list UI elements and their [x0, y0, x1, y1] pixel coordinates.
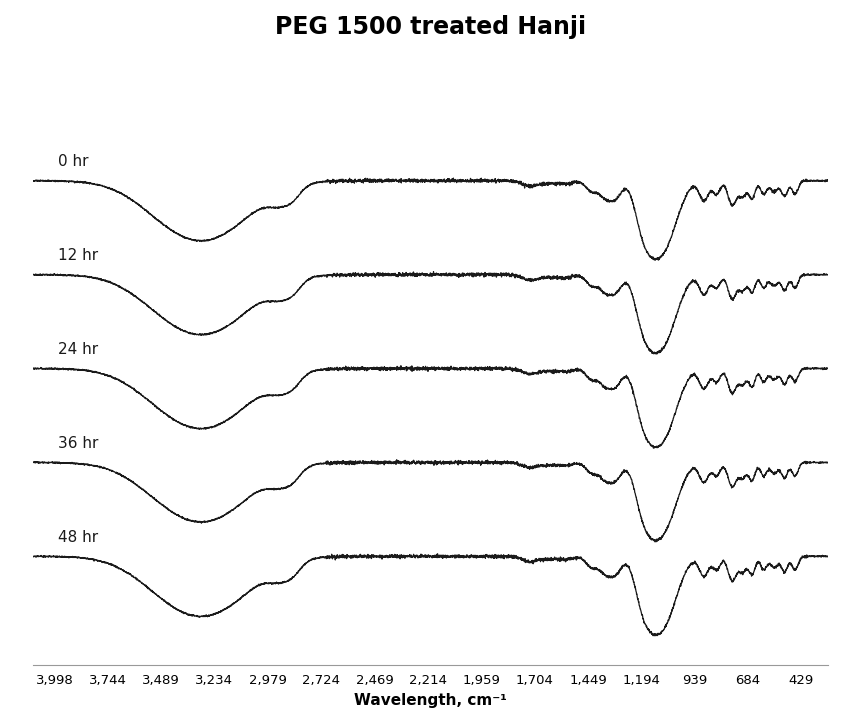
Title: PEG 1500 treated Hanji: PEG 1500 treated Hanji [275, 15, 586, 39]
X-axis label: Wavelength, cm⁻¹: Wavelength, cm⁻¹ [354, 693, 507, 708]
Text: 24 hr: 24 hr [58, 342, 99, 357]
Text: 0 hr: 0 hr [58, 154, 89, 169]
Text: 48 hr: 48 hr [58, 530, 99, 545]
Text: 36 hr: 36 hr [58, 436, 99, 451]
Text: 12 hr: 12 hr [58, 248, 99, 263]
